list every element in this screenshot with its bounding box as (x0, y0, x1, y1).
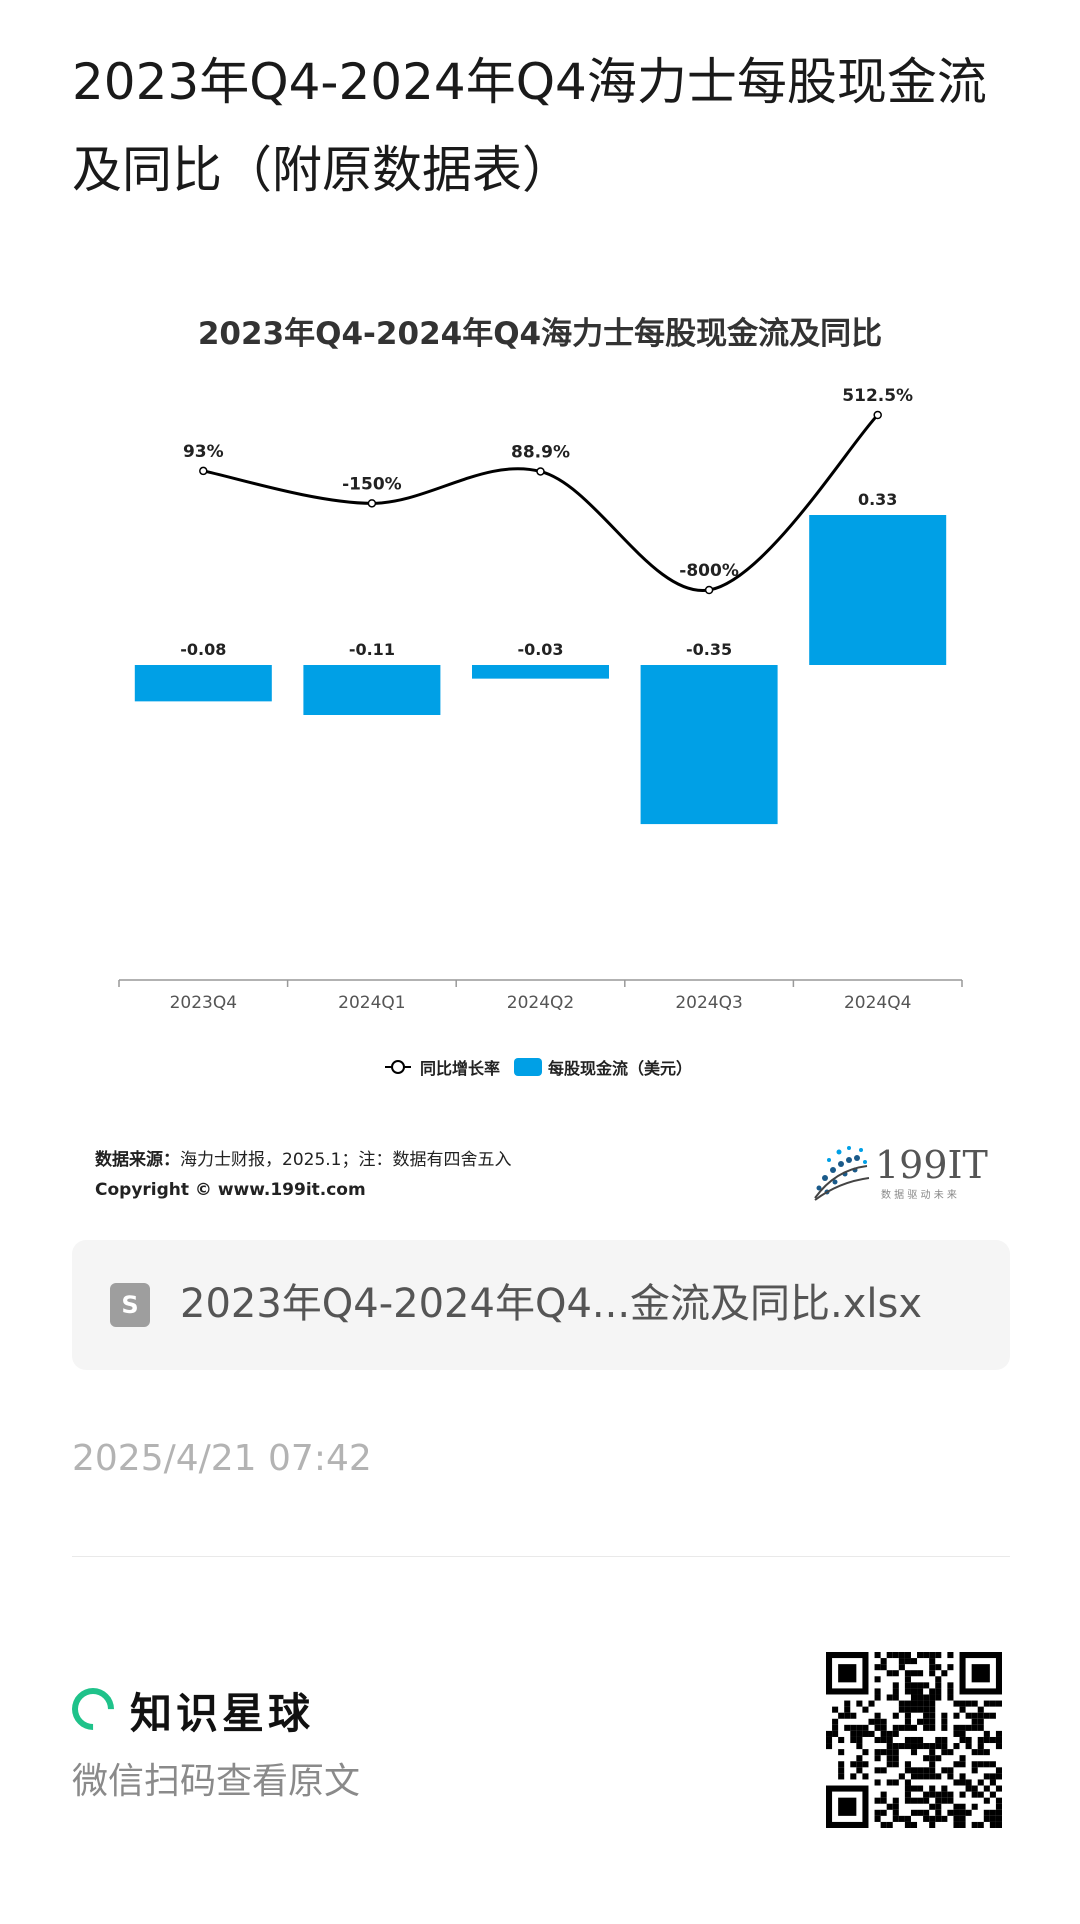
chart-title: 2023年Q4-2024年Q4海力士每股现金流及同比 (198, 316, 882, 352)
bar-label-2024Q2: -0.03 (517, 640, 563, 659)
point-2024Q4 (873, 410, 882, 420)
file-attachment-card[interactable]: S 2023年Q4-2024年Q4...金流及同比.xlsx (72, 1240, 1010, 1370)
bar-2024Q3 (640, 665, 778, 825)
x-label-2024Q4: 2024Q4 (844, 993, 911, 1013)
timestamp: 2025/4/21 07:42 (72, 1438, 372, 1479)
bar-label-2024Q3: -0.35 (686, 640, 732, 659)
source-text: 海力士财报，2025.1；注：数据有四舍五入 (180, 1150, 512, 1170)
line-label-2024Q3: -800% (679, 561, 739, 581)
bar-label-2023Q4: -0.08 (180, 640, 226, 659)
file-name: 2023年Q4-2024年Q4...金流及同比.xlsx (180, 1281, 923, 1327)
divider (72, 1556, 1010, 1557)
bar-label-2024Q1: -0.11 (349, 640, 395, 659)
bar-label-2024Q4: 0.33 (858, 490, 897, 509)
data-source: 数据来源：海力士财报，2025.1；注：数据有四舍五入 Copyright © … (95, 1145, 511, 1205)
zsxq-logo-icon (63, 1679, 123, 1739)
copyright: Copyright © www.199it.com (95, 1180, 366, 1200)
legend-cashflow: 每股现金流（美元） (548, 1059, 692, 1078)
199it-logo: 199IT 数 据 驱 动 未 来 (814, 1143, 988, 1201)
source-label: 数据来源： (95, 1150, 180, 1170)
x-label-2024Q2: 2024Q2 (507, 993, 574, 1013)
legend: 同比增长率 每股现金流（美元） (385, 1058, 692, 1078)
logo-tagline: 数 据 驱 动 未 来 (881, 1188, 957, 1201)
x-label-2024Q1: 2024Q1 (338, 993, 405, 1013)
legend-marker-icon (391, 1060, 405, 1074)
point-2024Q2 (536, 467, 545, 476)
bar-2024Q4 (809, 515, 947, 665)
line-label-2024Q2: 88.9% (511, 442, 570, 462)
page-title: 2023年Q4-2024年Q4海力士每股现金流及同比（附原数据表） (72, 53, 987, 199)
brand-name: 知识星球 (130, 1689, 315, 1738)
line-label-2023Q4: 93% (183, 442, 224, 462)
point-2024Q3 (704, 585, 714, 595)
bar-2024Q1 (303, 665, 441, 715)
legend-bar-icon (514, 1058, 542, 1076)
qr-code-icon[interactable] (826, 1652, 1002, 1828)
line-label-2024Q1: -150% (342, 474, 402, 494)
spreadsheet-file-icon: S (110, 1283, 150, 1327)
legend-yoy: 同比增长率 (420, 1059, 500, 1078)
logo-text: 199IT (875, 1143, 988, 1187)
x-label-2023Q4: 2023Q4 (170, 993, 237, 1013)
yoy-trend-line (203, 413, 879, 592)
line-label-2024Q4: 512.5% (842, 386, 913, 406)
x-label-2024Q3: 2024Q3 (675, 993, 742, 1013)
bar-2024Q2 (472, 665, 609, 679)
chart: 2023年Q4-2024年Q4海力士每股现金流及同比 -0.08 -0.11 -0.… (118, 316, 963, 1078)
bar-2023Q4 (134, 665, 272, 702)
point-2024Q1 (367, 499, 377, 508)
point-2023Q4 (199, 466, 208, 476)
brand-subtitle: 微信扫码查看原文 (72, 1761, 361, 1802)
